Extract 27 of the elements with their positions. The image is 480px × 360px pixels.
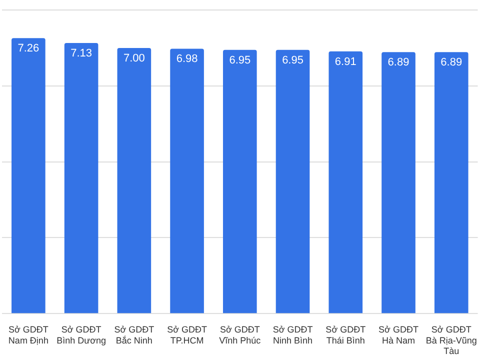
bar xyxy=(12,38,46,314)
data-label: 7.26 xyxy=(18,42,40,55)
data-label: 6.89 xyxy=(388,56,410,69)
bar xyxy=(276,50,310,314)
x-tick-label: Sở GDĐT Nam Định xyxy=(8,324,49,346)
bar xyxy=(170,48,204,314)
data-label: 7.13 xyxy=(70,48,92,60)
bar xyxy=(64,43,98,314)
bar xyxy=(328,51,363,314)
x-tick-label: Sở GDĐT TP.HCM xyxy=(167,324,208,346)
data-label: 6.89 xyxy=(440,56,462,69)
x-tick-label: Sở GDĐT Bắc Ninh xyxy=(114,324,155,346)
data-label: 6.95 xyxy=(282,54,304,66)
x-tick-label: Sở GDĐT Bình Dương xyxy=(56,324,106,346)
bar xyxy=(117,48,152,314)
data-label: 6.91 xyxy=(334,56,356,68)
data-label: 6.95 xyxy=(229,54,251,66)
x-tick-label: Sở GDĐT Vĩnh Phúc xyxy=(219,324,262,346)
x-tick-label: Sở GDĐT Ninh Bình xyxy=(272,324,314,346)
bar xyxy=(222,50,257,314)
data-label: 6.98 xyxy=(176,53,198,66)
bar xyxy=(382,52,416,314)
bar xyxy=(434,52,468,314)
x-tick-label: Sở GDĐT Bà Rịa-Vũng Tàu xyxy=(426,324,477,356)
x-tick-label: Sở GDĐT Hà Nam xyxy=(378,324,419,346)
data-label: 7.00 xyxy=(123,52,145,64)
x-tick-label: Sở GDĐT Thái Bình xyxy=(326,324,366,346)
